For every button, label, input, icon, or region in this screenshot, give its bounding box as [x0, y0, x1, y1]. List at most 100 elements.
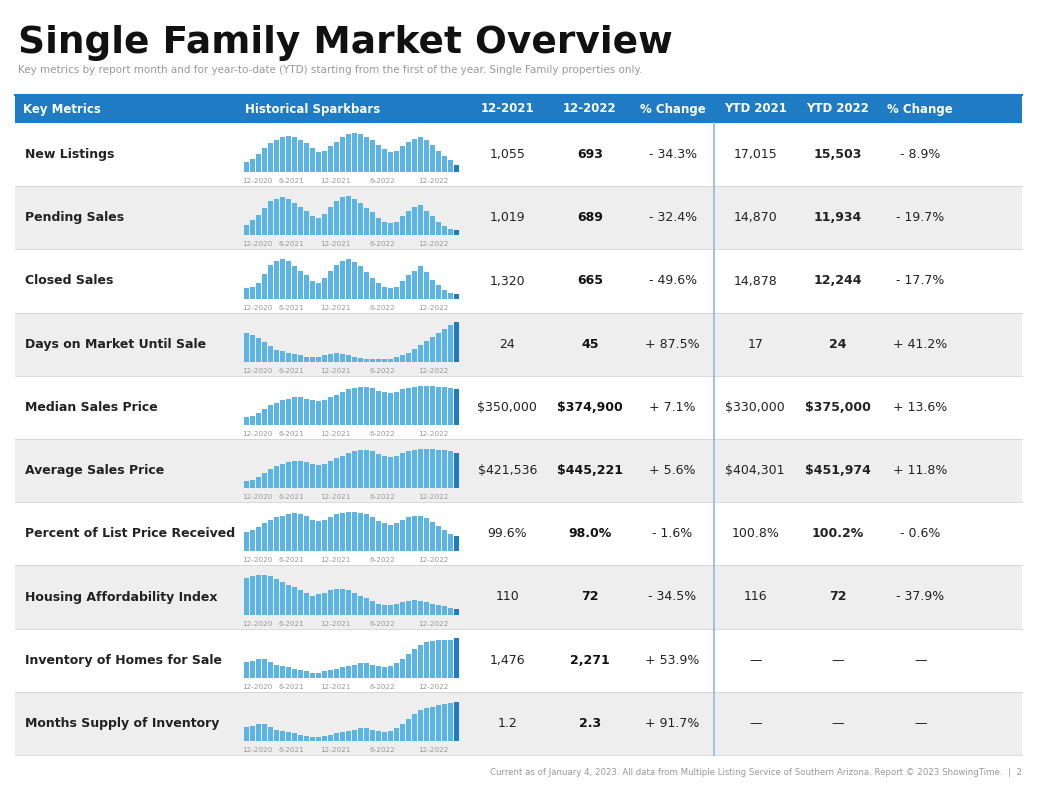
- Bar: [412, 271, 417, 299]
- Bar: [328, 146, 333, 173]
- Bar: [298, 670, 303, 678]
- Text: - 0.6%: - 0.6%: [900, 527, 941, 541]
- Text: $421,536: $421,536: [478, 464, 537, 477]
- Text: 6-2022: 6-2022: [369, 747, 395, 753]
- Bar: [424, 341, 429, 362]
- Text: 12-2020: 12-2020: [243, 304, 273, 311]
- Text: 12-2020: 12-2020: [243, 368, 273, 374]
- Bar: [394, 222, 399, 235]
- Text: Median Sales Price: Median Sales Price: [25, 401, 158, 414]
- Bar: [448, 608, 453, 615]
- Text: 6-2021: 6-2021: [279, 368, 305, 374]
- Bar: [244, 224, 249, 235]
- Bar: [345, 731, 351, 741]
- Bar: [298, 355, 303, 362]
- Bar: [334, 669, 339, 678]
- Bar: [430, 145, 436, 173]
- Bar: [436, 705, 441, 741]
- Bar: [400, 659, 405, 678]
- Bar: [274, 665, 279, 678]
- Bar: [370, 452, 375, 488]
- Bar: [364, 514, 369, 552]
- Bar: [370, 665, 375, 678]
- Bar: [370, 212, 375, 235]
- Bar: [345, 590, 351, 615]
- Bar: [442, 704, 447, 741]
- Text: Closed Sales: Closed Sales: [25, 274, 113, 288]
- Bar: [394, 663, 399, 678]
- Bar: [382, 667, 387, 678]
- Bar: [405, 601, 411, 615]
- Bar: [250, 335, 255, 362]
- Bar: [364, 138, 369, 173]
- Text: 2,271: 2,271: [570, 653, 610, 667]
- Text: 6-2021: 6-2021: [279, 621, 305, 626]
- Bar: [405, 452, 411, 488]
- Text: 6-2021: 6-2021: [279, 557, 305, 564]
- Bar: [310, 148, 315, 173]
- Text: 1,320: 1,320: [489, 274, 525, 288]
- Bar: [274, 402, 279, 425]
- Bar: [255, 575, 261, 615]
- Bar: [364, 387, 369, 425]
- Text: 100.8%: 100.8%: [731, 527, 779, 541]
- Bar: [358, 266, 363, 299]
- Bar: [370, 388, 375, 425]
- Bar: [328, 670, 333, 678]
- Bar: [424, 642, 429, 678]
- Bar: [375, 391, 381, 425]
- Bar: [418, 711, 423, 741]
- Bar: [268, 265, 273, 299]
- Bar: [334, 458, 339, 488]
- Bar: [382, 287, 387, 299]
- Bar: [321, 278, 327, 299]
- Bar: [304, 356, 309, 362]
- Text: + 87.5%: + 87.5%: [645, 338, 700, 351]
- Text: + 11.8%: + 11.8%: [893, 464, 948, 477]
- Text: 6-2022: 6-2022: [369, 178, 395, 184]
- Bar: [352, 262, 357, 299]
- Bar: [424, 603, 429, 615]
- Bar: [250, 576, 255, 615]
- Bar: [244, 161, 249, 173]
- Bar: [315, 737, 320, 741]
- Bar: [261, 148, 267, 173]
- Text: 12-2021: 12-2021: [319, 747, 351, 753]
- Bar: [375, 218, 381, 235]
- Bar: [454, 322, 459, 362]
- Bar: [328, 207, 333, 235]
- Bar: [394, 603, 399, 615]
- Bar: [382, 359, 387, 362]
- Bar: [424, 448, 429, 488]
- Bar: [394, 728, 399, 741]
- Bar: [304, 516, 309, 552]
- Bar: [405, 719, 411, 741]
- Text: 12-2022: 12-2022: [418, 747, 448, 753]
- Bar: [394, 523, 399, 552]
- Bar: [424, 211, 429, 235]
- Bar: [261, 273, 267, 299]
- Bar: [304, 671, 309, 678]
- Text: Average Sales Price: Average Sales Price: [25, 464, 164, 477]
- Text: 12-2021: 12-2021: [480, 103, 534, 115]
- Text: Days on Market Until Sale: Days on Market Until Sale: [25, 338, 206, 351]
- Bar: [405, 353, 411, 362]
- Text: 689: 689: [577, 211, 602, 224]
- Bar: [400, 603, 405, 615]
- Bar: [400, 390, 405, 425]
- Text: 12-2022: 12-2022: [418, 431, 448, 437]
- Bar: [375, 731, 381, 741]
- Bar: [268, 405, 273, 425]
- Bar: [291, 669, 297, 678]
- Text: 98.0%: 98.0%: [568, 527, 612, 541]
- Bar: [274, 467, 279, 488]
- Text: 1.2: 1.2: [498, 717, 517, 730]
- Bar: [304, 736, 309, 741]
- Text: —: —: [832, 653, 844, 667]
- Bar: [268, 201, 273, 235]
- Text: Housing Affordability Index: Housing Affordability Index: [25, 591, 218, 603]
- Bar: [388, 153, 393, 173]
- Bar: [261, 523, 267, 552]
- Bar: [364, 450, 369, 488]
- Bar: [388, 457, 393, 488]
